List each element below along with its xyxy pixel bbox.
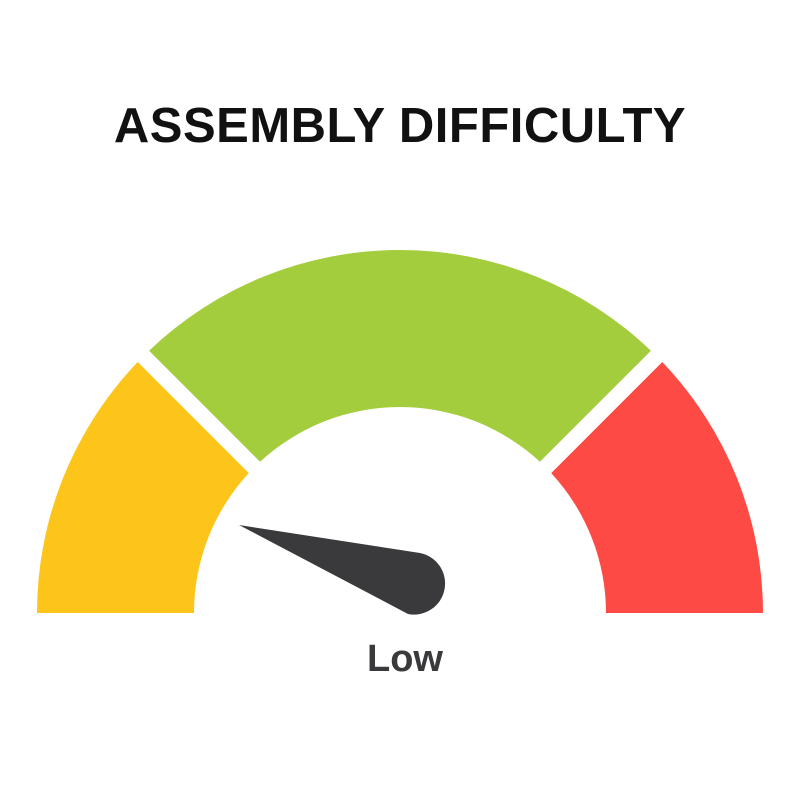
gauge-segment-easy — [37, 362, 249, 613]
gauge-level-label: Low — [367, 638, 443, 680]
gauge-title: ASSEMBLY DIFFICULTY — [113, 99, 687, 153]
gauge-segment-hard — [551, 362, 763, 613]
gauge-segment-medium — [149, 249, 651, 462]
gauge-needle — [239, 525, 446, 615]
